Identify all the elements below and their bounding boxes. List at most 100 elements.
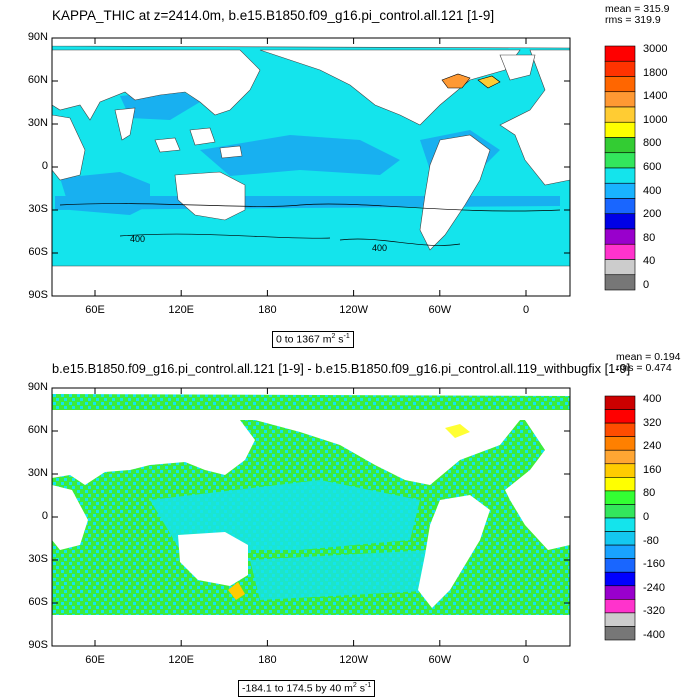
panel1-range-text: 0 to 1367 m <box>276 333 332 346</box>
colorbar-swatch <box>604 152 636 169</box>
panel-kappa-thic: KAPPA_THIC at z=2414.0m, b.e15.B1850.f09… <box>27 4 670 348</box>
colorbar-swatch <box>604 76 636 93</box>
colorbar-swatch <box>604 449 636 465</box>
lat-label: 90S <box>28 289 48 301</box>
lat-label: 0 <box>41 160 48 172</box>
lat-label: 90N <box>27 31 48 43</box>
panel1-hotspot2 <box>477 75 501 89</box>
colorbar-swatch <box>604 599 636 614</box>
colorbar-label: 400 <box>643 184 662 197</box>
lat-label: 30N <box>27 467 48 479</box>
panel1-range-mid: s <box>335 333 344 346</box>
lon-label: 0 <box>522 654 530 666</box>
colorbar-swatch <box>604 182 636 199</box>
panel1-land <box>52 38 570 296</box>
panel2-colorbar <box>604 395 636 641</box>
panel2-range-sup2: -1 <box>364 682 372 689</box>
lat-label: 60S <box>28 596 48 608</box>
colorbar-swatch <box>604 243 636 260</box>
lat-label: 0 <box>41 510 48 522</box>
panel2-range-text: -184.1 to 174.5 by 40 m <box>242 682 353 695</box>
lon-label: 180 <box>258 304 277 316</box>
colorbar-swatch <box>604 436 636 451</box>
colorbar-swatch <box>604 504 636 519</box>
panel1-pacific-dark <box>200 135 400 176</box>
colorbar-swatch <box>604 259 636 276</box>
colorbar-swatch <box>604 585 636 600</box>
panel1-map: 400 400 <box>51 37 636 297</box>
colorbar-swatch <box>604 571 636 587</box>
colorbar-label: 1800 <box>643 66 668 79</box>
lat-label: 60N <box>27 424 48 436</box>
panel2-rms: rms = 0.474 <box>616 362 672 374</box>
colorbar-label: 240 <box>643 440 662 453</box>
colorbar-label: 800 <box>643 137 662 150</box>
lon-label: 60E <box>85 654 105 666</box>
panel2-hotspot <box>445 424 470 438</box>
lat-label: 90N <box>27 381 48 393</box>
lat-label: 30S <box>28 553 48 565</box>
panel2-range-box: -184.1 to 174.5 by 40 m2 s-1 <box>238 680 376 697</box>
lon-label: 60W <box>428 304 452 316</box>
panel1-ticks <box>52 37 570 297</box>
panel2-ticks <box>52 387 570 647</box>
lon-label: 60W <box>428 654 452 666</box>
panel1-hotspot <box>441 73 471 89</box>
lat-label: 30S <box>28 203 48 215</box>
colorbar-swatch <box>604 422 636 437</box>
panel2-map <box>51 387 636 647</box>
lat-label: 60N <box>27 74 48 86</box>
panel1-contour-line2 <box>119 233 331 239</box>
colorbar-label: 200 <box>643 208 662 221</box>
colorbar-label: -400 <box>643 629 666 641</box>
colorbar-swatch <box>604 463 636 478</box>
colorbar-label: 40 <box>643 255 656 268</box>
panel2-south-cyan <box>250 550 440 600</box>
colorbar-label: 600 <box>643 161 662 173</box>
colorbar-swatch <box>604 137 636 154</box>
panel1-mean: mean = 315.9 <box>605 3 670 15</box>
colorbar-label: 160 <box>643 463 662 476</box>
colorbar-swatch <box>604 490 636 505</box>
colorbar-swatch <box>604 395 636 410</box>
colorbar-label: 80 <box>643 487 656 500</box>
colorbar-label: 400 <box>643 393 662 405</box>
colorbar-swatch <box>604 409 636 424</box>
lon-label: 180 <box>258 654 277 666</box>
colorbar-label: -320 <box>643 605 666 618</box>
colorbar-label: 0 <box>643 279 650 291</box>
panel2-title: b.e15.B1850.f09_g16.pi_control.all.121 [… <box>52 361 631 376</box>
panel2-stats: mean = 0.194 rms = 0.474 <box>616 352 681 374</box>
lon-label: 60E <box>85 304 105 316</box>
colorbar-swatch <box>604 531 636 546</box>
colorbar-label: 3000 <box>643 43 668 55</box>
lon-label: 120W <box>339 654 368 666</box>
panel-difference: b.e15.B1850.f09_g16.pi_control.all.121 [… <box>0 350 700 700</box>
lat-label: 30N <box>27 117 48 129</box>
colorbar-label: 320 <box>643 416 662 429</box>
panel2-range-sup: 2 <box>352 682 357 689</box>
colorbar-swatch <box>604 477 636 492</box>
colorbar-swatch <box>604 558 636 573</box>
lon-label: 120E <box>168 304 195 316</box>
panel1-contour-label-1: 400 <box>130 234 145 244</box>
panel1-range-box: 0 to 1367 m2 s-1 <box>272 331 354 348</box>
panel1-contour-line <box>59 203 561 212</box>
colorbar-swatch <box>604 544 636 559</box>
colorbar-swatch <box>604 91 636 108</box>
colorbar-label: -80 <box>643 534 659 547</box>
colorbar-swatch <box>604 612 636 627</box>
colorbar-swatch <box>604 106 636 123</box>
colorbar-swatch <box>604 626 636 641</box>
panel1-range-sup2: -1 <box>343 333 350 340</box>
panel1-stats: mean = 315.9 rms = 319.9 <box>605 4 670 26</box>
panel2-range-mid: s <box>356 682 365 695</box>
lat-label: 90S <box>28 639 48 651</box>
colorbar-swatch <box>604 45 636 62</box>
colorbar-swatch <box>604 167 636 184</box>
colorbar-label: -240 <box>643 581 666 594</box>
panel1-colorbar <box>604 45 636 291</box>
panel1-rms: rms = 319.9 <box>605 14 661 26</box>
lat-label: 60S <box>28 246 48 258</box>
panel2-hotspot2 <box>228 582 245 600</box>
